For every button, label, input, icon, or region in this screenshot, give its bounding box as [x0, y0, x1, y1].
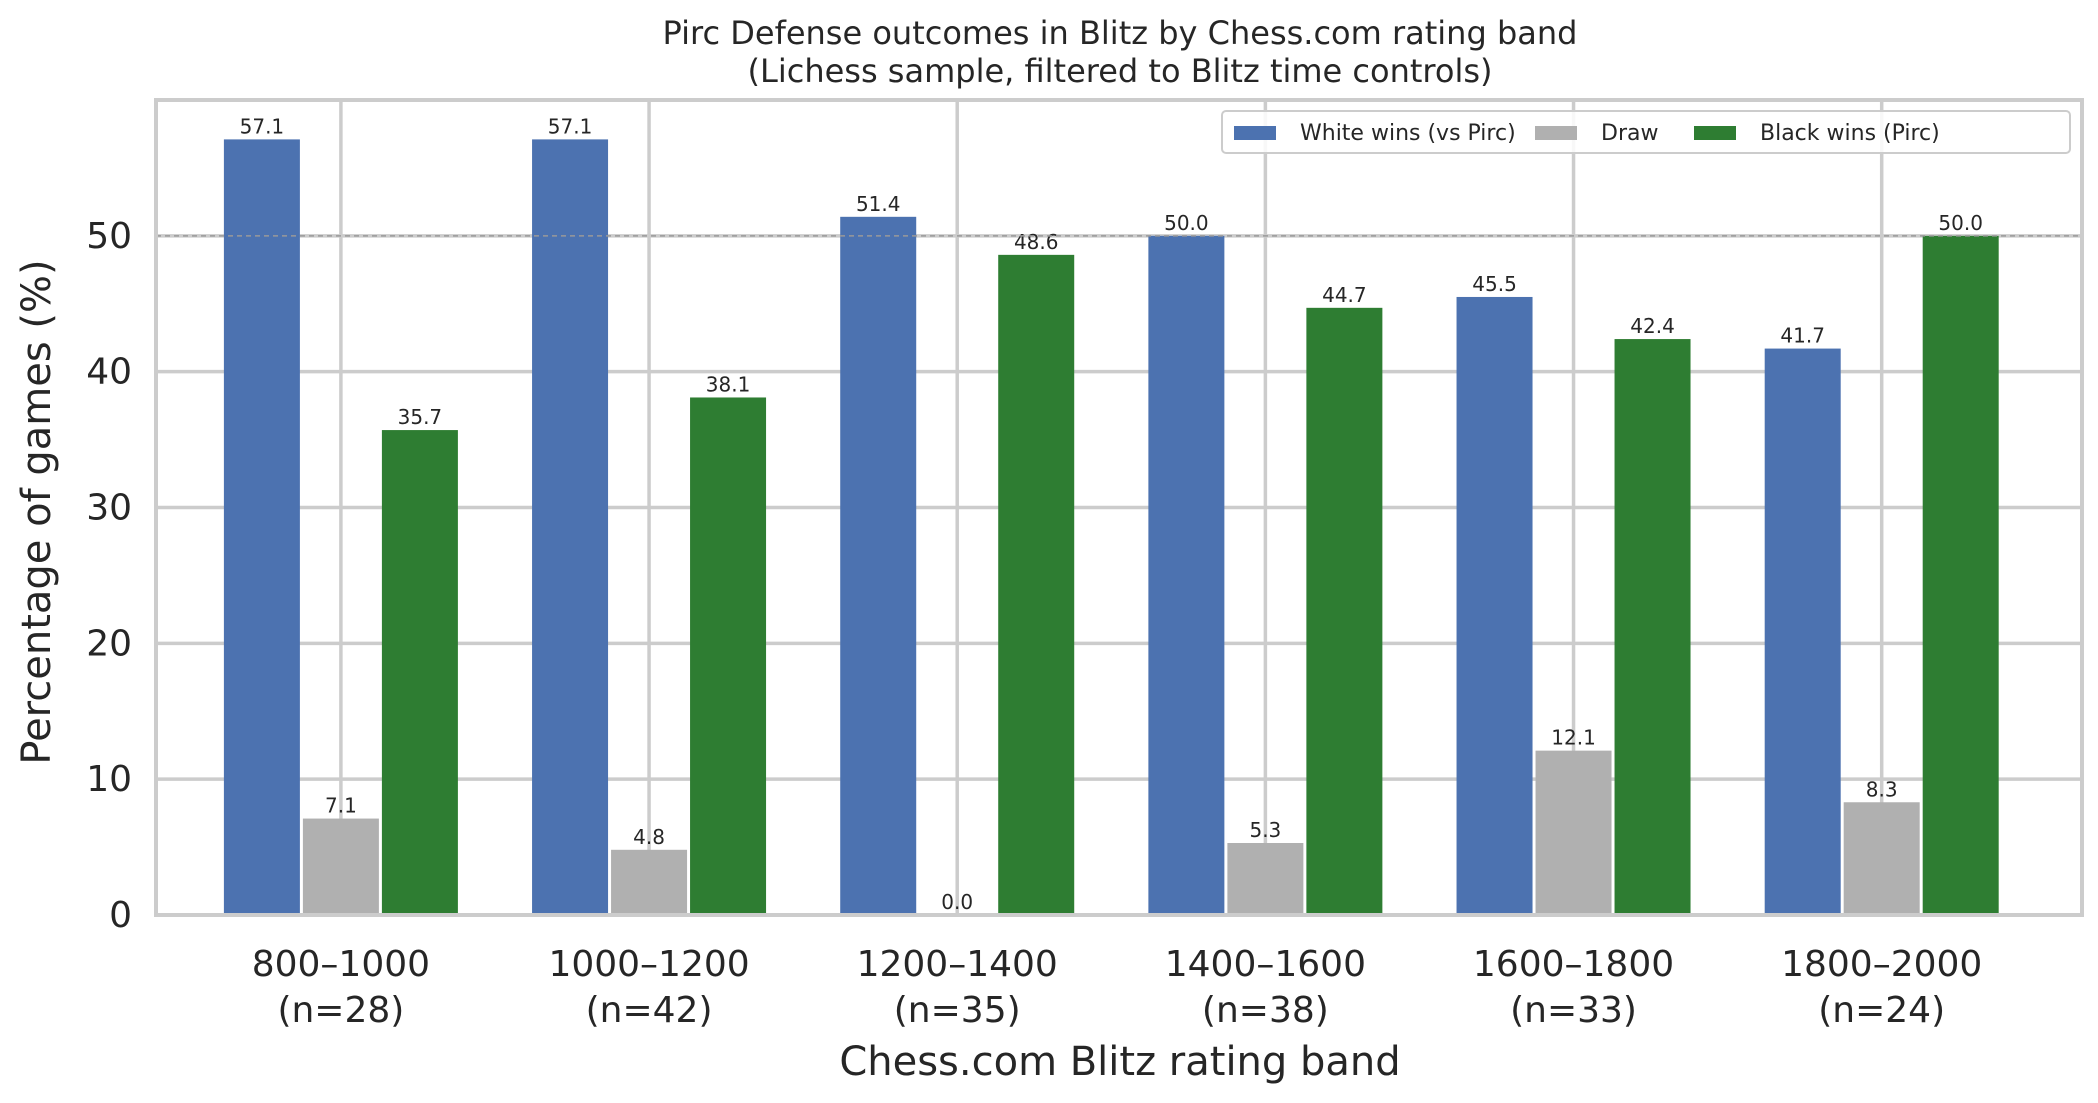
x-tick-count-label: (n=42) — [586, 990, 713, 1031]
bar-value-label: 45.5 — [1472, 272, 1517, 296]
bar-value-label: 57.1 — [548, 114, 593, 138]
bar — [532, 139, 609, 915]
legend-swatch — [1694, 126, 1736, 140]
chart-title: Pirc Defense outcomes in Blitz by Chess.… — [663, 14, 1578, 52]
y-tick-label: 0 — [109, 895, 132, 936]
bar-value-label: 38.1 — [706, 372, 751, 396]
x-tick-count-label: (n=33) — [1510, 990, 1637, 1031]
x-tick-label: 1200–1400 — [857, 944, 1058, 985]
bar — [1764, 348, 1841, 915]
bar-value-label: 42.4 — [1630, 314, 1675, 338]
chart-subtitle: (Lichess sample, filtered to Blitz time … — [748, 52, 1493, 90]
bar — [1306, 307, 1383, 915]
y-tick-label: 30 — [86, 488, 132, 529]
y-tick-labels: 0 10 20 30 40 50 — [86, 216, 132, 936]
bar — [1843, 802, 1920, 915]
x-tick-count-label: (n=24) — [1818, 990, 1945, 1031]
x-tick-count-label: (n=28) — [277, 990, 404, 1031]
legend-swatch — [1535, 126, 1577, 140]
bar — [611, 849, 688, 915]
bar-value-label: 5.3 — [1249, 818, 1281, 842]
y-tick-label: 20 — [86, 623, 132, 664]
bar — [381, 430, 458, 915]
y-axis-label: Percentage of games (%) — [14, 259, 60, 764]
plot-frame — [154, 98, 2084, 917]
x-tick-label: 1400–1600 — [1165, 944, 1366, 985]
bar-labels: 57.1 57.1 51.4 50.0 45.5 41.7 7.1 4.8 0.0 5.3 12.1… — [240, 114, 1983, 914]
bar-value-label: 50.0 — [1938, 211, 1983, 235]
bar-value-label: 7.1 — [325, 794, 357, 818]
y-tick-label: 10 — [86, 759, 132, 800]
bar-value-label: 41.7 — [1780, 324, 1825, 348]
bar — [1614, 339, 1691, 916]
bar — [1535, 750, 1612, 915]
x-tick-label: 1600–1800 — [1473, 944, 1674, 985]
bar — [302, 818, 379, 915]
bar — [690, 397, 767, 916]
x-tick-label: 800–1000 — [252, 944, 430, 985]
x-tick-label: 1000–1200 — [548, 944, 749, 985]
bar — [1148, 235, 1225, 916]
bar-value-label: 44.7 — [1322, 283, 1367, 307]
bar-value-label: 51.4 — [856, 192, 901, 216]
x-axis-label: Chess.com Blitz rating band — [839, 1039, 1400, 1085]
legend-swatch — [1234, 126, 1276, 140]
x-tick-count-label: (n=38) — [1202, 990, 1329, 1031]
bar-value-label: 8.3 — [1866, 777, 1898, 801]
legend-label: White wins (vs Pirc) — [1300, 121, 1516, 146]
bar — [1227, 843, 1304, 915]
legend-label: Black wins (Pirc) — [1760, 121, 1940, 146]
bar-value-label: 0.0 — [941, 890, 973, 914]
x-tick-count-label: (n=35) — [894, 990, 1021, 1031]
x-tick-labels: 800–1000 (n=28) 1000–1200 (n=42) 1200–1400 (n… — [252, 944, 1983, 1031]
legend-box — [1221, 110, 2071, 154]
bar — [998, 254, 1075, 916]
bar-value-label: 48.6 — [1014, 230, 1059, 254]
bar-value-label: 35.7 — [398, 405, 443, 429]
bar — [1456, 296, 1533, 915]
y-tick-label: 50 — [86, 216, 132, 257]
bar-value-label: 50.0 — [1164, 211, 1209, 235]
legend-label: Draw — [1601, 121, 1658, 146]
bars — [223, 139, 1999, 916]
bar-value-label: 57.1 — [240, 114, 285, 138]
x-tick-label: 1800–2000 — [1781, 944, 1982, 985]
bar — [840, 216, 917, 916]
bar — [1922, 235, 1999, 916]
bar — [223, 139, 300, 915]
bar-value-label: 12.1 — [1551, 726, 1596, 750]
bar-value-label: 4.8 — [633, 825, 665, 849]
legend: White wins (vs Pirc) Draw Black wins (Pirc… — [1221, 110, 2071, 154]
y-tick-label: 40 — [86, 352, 132, 393]
